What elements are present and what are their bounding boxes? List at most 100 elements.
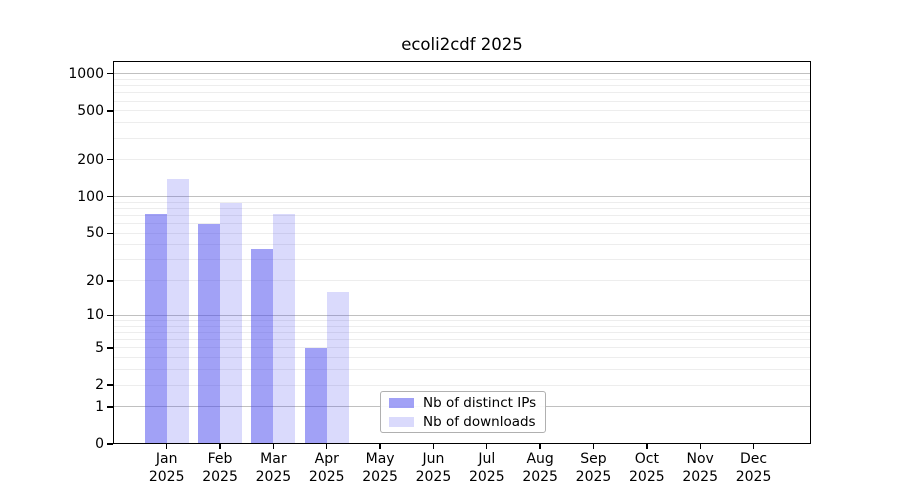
x-tick-label-line: 2025 [629, 468, 665, 485]
bar-distinct-ips-feb [198, 223, 221, 444]
x-tick-label-line: Mar [260, 451, 287, 467]
chart-title: ecoli2cdf 2025 [401, 35, 523, 54]
x-tick-label: Oct 2025 [615, 451, 679, 486]
bar-distinct-ips-apr [304, 347, 327, 444]
legend-swatch-distinct-ips-icon [389, 397, 414, 408]
y-tick-label: 1000 [68, 65, 104, 82]
minor-gridline [113, 384, 811, 386]
x-tick-mark [219, 444, 221, 449]
x-tick-label-line: Apr [314, 451, 339, 467]
y-tick-label: 10 [86, 307, 104, 324]
x-tick-label-line: May [365, 451, 395, 467]
x-tick-label: Dec 2025 [722, 451, 786, 486]
y-tick-label: 500 [77, 102, 104, 119]
legend-label-downloads: Nb of downloads [423, 413, 536, 430]
y-tick-label: 1 [95, 398, 104, 415]
minor-gridline [113, 259, 811, 261]
y-tick-mark [107, 384, 113, 386]
legend-label-distinct-ips: Nb of distinct IPs [423, 394, 537, 411]
minor-gridline [113, 85, 811, 87]
x-tick-label-line: Dec [740, 451, 768, 467]
x-tick-label-line: 2025 [735, 468, 772, 485]
x-tick-mark [166, 444, 168, 449]
bar-distinct-ips-mar [251, 249, 274, 444]
x-tick-label-line: Feb [207, 451, 233, 467]
y-tick-mark [107, 347, 113, 349]
minor-gridline [113, 100, 811, 102]
x-tick-label: Feb 2025 [188, 451, 252, 486]
bar-downloads-mar [273, 214, 296, 444]
x-tick-label: Jun 2025 [401, 451, 465, 486]
x-tick-label-line: Oct [634, 451, 659, 467]
minor-gridline [113, 325, 811, 327]
minor-gridline [113, 357, 811, 359]
x-tick-label-line: 2025 [468, 468, 505, 485]
x-tick-label-line: Jun [422, 451, 445, 467]
y-tick-label: 5 [95, 339, 104, 356]
plot-area [113, 61, 811, 444]
minor-gridline [113, 215, 811, 217]
x-tick-label-line: 2025 [255, 468, 292, 485]
y-tick-label: 100 [77, 188, 104, 205]
x-tick-label: May 2025 [348, 451, 412, 486]
y-tick-mark [107, 314, 113, 317]
legend-item-distinct-ips: Nb of distinct IPs [389, 395, 537, 411]
minor-gridline [113, 244, 811, 246]
minor-gridline [113, 78, 811, 80]
x-tick-label-line: 2025 [575, 468, 612, 485]
x-tick-label-line: 2025 [522, 468, 558, 485]
minor-gridline [113, 332, 811, 334]
y-tick-label: 2 [95, 377, 104, 394]
x-tick-label-line: Aug [526, 451, 554, 467]
major-gridline [113, 314, 811, 316]
y-tick-label: 50 [86, 225, 104, 242]
x-tick-mark [432, 444, 435, 449]
minor-gridline [113, 223, 811, 225]
y-tick-mark [107, 406, 113, 408]
x-tick-label: Mar 2025 [241, 451, 305, 486]
minor-gridline [113, 232, 811, 234]
minor-gridline [113, 122, 811, 124]
minor-gridline [113, 280, 811, 282]
bar-downloads-feb [220, 202, 243, 444]
x-tick-label-line: Nov [686, 451, 714, 467]
x-tick-label: Aug 2025 [508, 451, 572, 486]
minor-gridline [113, 339, 811, 341]
y-tick-mark [107, 195, 113, 198]
x-tick-mark [646, 444, 648, 449]
minor-gridline [113, 110, 811, 112]
x-tick-label-line: Jul [478, 451, 496, 467]
x-tick-label-line: 2025 [682, 468, 718, 485]
bar-distinct-ips-jan [144, 214, 167, 444]
x-tick-label: Nov 2025 [668, 451, 732, 486]
y-tick-mark [107, 280, 113, 282]
x-tick-label-line: Sep [580, 451, 607, 467]
minor-gridline [113, 92, 811, 94]
bars-layer [113, 61, 811, 444]
y-tick-mark [107, 73, 113, 75]
minor-gridline [113, 369, 811, 371]
minor-gridline [113, 201, 811, 203]
x-tick-label-line: 2025 [202, 468, 238, 485]
legend-item-downloads: Nb of downloads [389, 414, 537, 430]
y-tick-label: 200 [77, 151, 104, 168]
x-tick-label-line: Jan [155, 451, 178, 467]
legend: Nb of distinct IPs Nb of downloads [380, 391, 546, 433]
x-tick-mark [272, 444, 275, 449]
x-tick-mark [379, 444, 381, 449]
x-tick-mark [699, 444, 701, 449]
x-tick-label-line: 2025 [415, 468, 452, 485]
minor-gridline [113, 159, 811, 161]
y-tick-mark [107, 232, 113, 234]
x-tick-mark [752, 444, 755, 449]
bar-downloads-apr [326, 292, 349, 444]
y-tick-label: 20 [86, 272, 104, 289]
minor-gridline [113, 137, 811, 139]
major-gridline [113, 196, 811, 198]
minor-gridline [113, 320, 811, 322]
y-tick-mark [107, 443, 113, 445]
x-tick-mark [592, 444, 595, 449]
bar-downloads-jan [166, 179, 189, 444]
x-tick-label: Jan 2025 [135, 451, 199, 486]
x-tick-label-line: 2025 [362, 468, 398, 485]
